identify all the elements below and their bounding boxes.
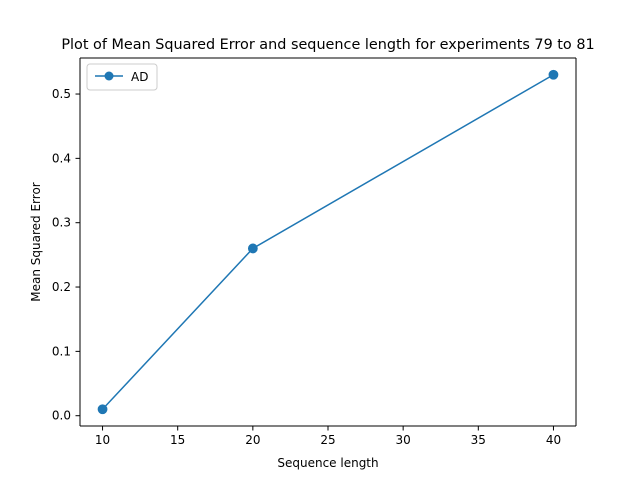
legend-box (86, 63, 158, 91)
x-tick-label: 10 (95, 433, 110, 447)
plot-area: 10 15 20 25 30 35 40 0.0 0.1 0.2 0.3 0.4 0.5 AD (52, 57, 577, 447)
x-tick-label: 25 (320, 433, 335, 447)
x-tick-label: 30 (396, 433, 411, 447)
y-tick-label: 0.2 (52, 280, 71, 294)
x-tick-label: 35 (471, 433, 486, 447)
plot-background (80, 58, 576, 426)
legend-marker (104, 71, 114, 81)
y-tick-label: 0.0 (52, 409, 71, 423)
data-point (247, 243, 258, 254)
x-tick-label: 20 (245, 433, 260, 447)
legend-series-label: AD (131, 70, 148, 84)
x-tick-label: 15 (170, 433, 185, 447)
x-axis-label: Sequence length (277, 456, 378, 470)
y-tick-label: 0.5 (52, 87, 71, 101)
y-tick-label: 0.3 (52, 216, 71, 230)
y-axis-label: Mean Squared Error (29, 182, 43, 302)
chart-title: Plot of Mean Squared Error and sequence … (61, 37, 594, 53)
data-point (97, 404, 108, 415)
y-tick-label: 0.4 (52, 151, 71, 165)
data-point (548, 69, 559, 80)
x-tick-label: 40 (546, 433, 561, 447)
legend: AD (86, 63, 158, 91)
y-tick-label: 0.1 (52, 344, 71, 358)
